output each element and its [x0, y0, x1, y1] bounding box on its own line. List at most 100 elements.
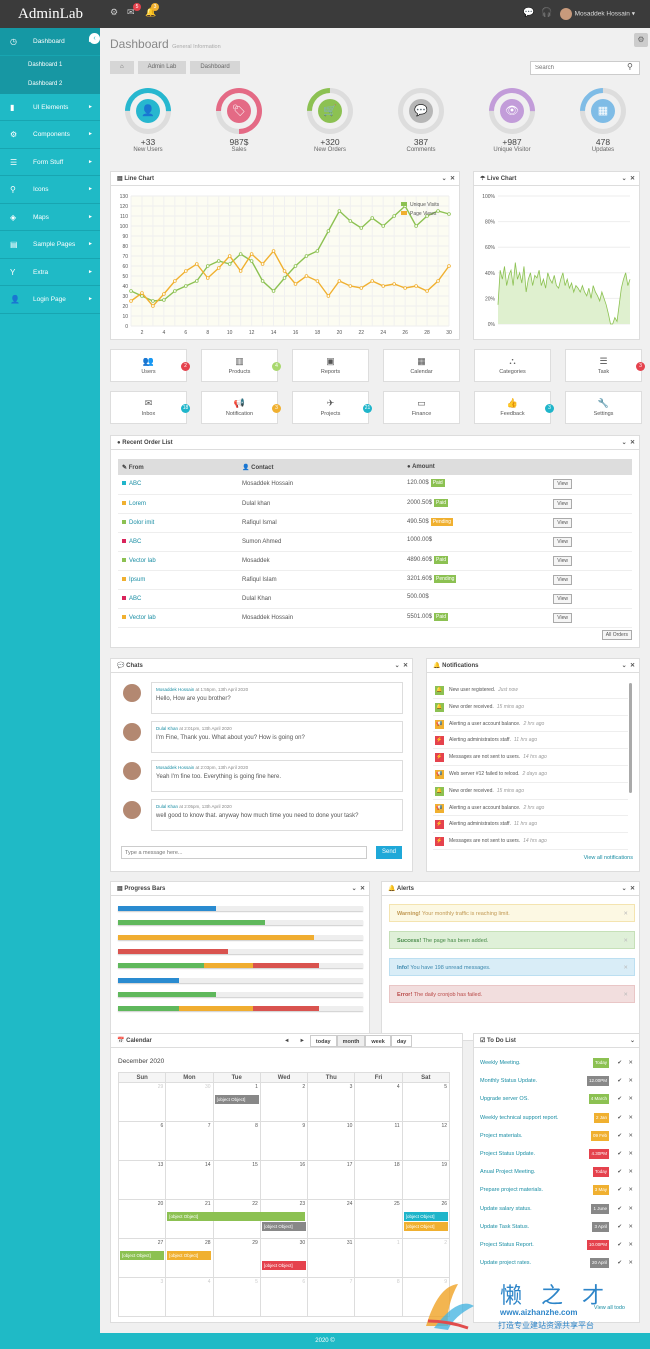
- logo[interactable]: AdminLab: [18, 6, 83, 22]
- calendar-day[interactable]: 28 [object Object]: [165, 1238, 214, 1278]
- calendar-day[interactable]: 16: [259, 1160, 309, 1200]
- stat-comments[interactable]: 💬 387 Comments: [388, 78, 454, 153]
- week-view-button[interactable]: week: [365, 1035, 391, 1047]
- from-link[interactable]: Dolor imit: [129, 519, 155, 526]
- calendar-day[interactable]: 30 [object Object]: [259, 1238, 309, 1278]
- check-icon[interactable]: ✔: [617, 1241, 622, 1248]
- tile-calendar[interactable]: ▦ Calendar: [383, 349, 460, 382]
- sidebar-item-extra[interactable]: Y Extra ►: [0, 258, 100, 286]
- from-link[interactable]: ABC: [129, 595, 142, 602]
- close-icon[interactable]: ✕: [623, 992, 628, 998]
- calendar-day[interactable]: 26 [object Object] [object Object]: [401, 1199, 451, 1239]
- headphones-icon[interactable]: 🎧: [541, 7, 553, 17]
- todo-item[interactable]: Update Task Status. 3 April ✔ ✕: [474, 1218, 639, 1236]
- panel-controls[interactable]: ⌄ ✕: [621, 440, 635, 446]
- close-icon[interactable]: ✕: [628, 1169, 633, 1176]
- todo-item[interactable]: Weekly technical support report. 2 Jan ✔ ✕: [474, 1109, 639, 1127]
- chat-author[interactable]: Mosaddek Hossain: [156, 765, 195, 770]
- sidebar-subitem[interactable]: Dashboard 2: [0, 74, 100, 94]
- calendar-day[interactable]: 6: [117, 1121, 167, 1161]
- todo-item[interactable]: Monthly Status Update. 12.00PM ✔ ✕: [474, 1072, 639, 1090]
- sidebar-collapse-icon[interactable]: ‹: [89, 33, 100, 44]
- stat-unique-visitor[interactable]: 👁 +987 Unique Visitor: [479, 78, 545, 153]
- breadcrumb-item[interactable]: Dashboard: [190, 61, 240, 74]
- sidebar-item-dashboard[interactable]: ◷Dashboard►: [0, 28, 100, 56]
- sidebar-item-icons[interactable]: ⚲ Icons ►: [0, 176, 100, 204]
- check-icon[interactable]: ✔: [617, 1150, 622, 1157]
- calendar-day[interactable]: 13: [117, 1160, 167, 1200]
- close-icon[interactable]: ✕: [628, 1260, 633, 1267]
- from-link[interactable]: ABC: [129, 538, 142, 545]
- panel-controls[interactable]: ⌄ ✕: [621, 176, 635, 182]
- calendar-day[interactable]: 14: [165, 1160, 214, 1200]
- tile-task[interactable]: ☰ Task 3: [565, 349, 645, 382]
- comments-icon[interactable]: 💬: [523, 7, 535, 17]
- calendar-event[interactable]: [object Object]: [261, 1261, 306, 1270]
- chat-author[interactable]: Dulal Khan: [156, 804, 179, 809]
- tile-settings[interactable]: 🔧 Settings: [565, 391, 642, 424]
- sidebar-subitem[interactable]: Dashboard 1: [0, 55, 100, 75]
- close-icon[interactable]: ✕: [628, 1205, 633, 1212]
- calendar-day[interactable]: 6: [259, 1277, 309, 1317]
- calendar-day[interactable]: 11: [354, 1121, 403, 1161]
- view-button[interactable]: View: [553, 574, 572, 585]
- from-link[interactable]: ABC: [129, 481, 142, 488]
- calendar-day[interactable]: 5: [212, 1277, 261, 1317]
- calendar-day[interactable]: 8: [354, 1277, 403, 1317]
- calendar-day[interactable]: 3: [307, 1082, 356, 1122]
- view-button[interactable]: View: [553, 498, 572, 509]
- calendar-day[interactable]: 7: [307, 1277, 356, 1317]
- calendar-day[interactable]: 1 [object Object]: [212, 1082, 261, 1122]
- close-icon[interactable]: ✕: [628, 1241, 633, 1248]
- calendar-day[interactable]: 17: [307, 1160, 356, 1200]
- check-icon[interactable]: ✔: [617, 1260, 622, 1267]
- chat-author[interactable]: Dulal Khan: [156, 726, 179, 731]
- check-icon[interactable]: ✔: [617, 1205, 622, 1212]
- view-button[interactable]: View: [553, 593, 572, 604]
- close-icon[interactable]: ✕: [628, 1132, 633, 1139]
- calendar-day[interactable]: 23 [object Object]: [259, 1199, 309, 1239]
- notification-item[interactable]: ⚡ Alerting administrators staff. 11 hrs ag…: [433, 816, 628, 834]
- tile-finance[interactable]: ▭ Finance: [383, 391, 460, 424]
- todo-item[interactable]: Weekly Meeting. Today ✔ ✕: [474, 1054, 639, 1072]
- calendar-day[interactable]: 21 [object Object]: [165, 1199, 306, 1239]
- scrollbar[interactable]: [629, 683, 632, 793]
- calendar-event[interactable]: [object Object]: [403, 1222, 448, 1231]
- close-icon[interactable]: ✕: [628, 1096, 633, 1103]
- check-icon[interactable]: ✔: [617, 1223, 622, 1230]
- day-view-button[interactable]: day: [390, 1035, 413, 1047]
- from-link[interactable]: Vector lab: [129, 557, 156, 564]
- calendar-day[interactable]: 27 [object Object]: [117, 1238, 167, 1278]
- calendar-day[interactable]: 25: [354, 1199, 403, 1239]
- close-icon[interactable]: ✕: [623, 965, 628, 971]
- bell-icon[interactable]: 🔔: [145, 7, 157, 17]
- sidebar-item-components[interactable]: ⚙ Components ►: [0, 121, 100, 149]
- check-icon[interactable]: ✔: [617, 1169, 622, 1176]
- gear-icon[interactable]: ⚙: [110, 7, 119, 17]
- todo-item[interactable]: Anual Project Meeting. Today ✔ ✕: [474, 1163, 639, 1181]
- calendar-day[interactable]: 12: [401, 1121, 451, 1161]
- calendar-day[interactable]: 4: [165, 1277, 214, 1317]
- calendar-day[interactable]: 29: [117, 1082, 167, 1122]
- calendar-day[interactable]: 3: [117, 1277, 167, 1317]
- close-icon[interactable]: ✕: [628, 1078, 633, 1085]
- calendar-day[interactable]: 5: [401, 1082, 451, 1122]
- tile-categories[interactable]: ⛬ Categories: [474, 349, 551, 382]
- todo-item[interactable]: Update salary status. 1 June ✔ ✕: [474, 1200, 639, 1218]
- todo-item[interactable]: Prepare project materials. 3 May ✔ ✕: [474, 1181, 639, 1199]
- notification-item[interactable]: ⚡ Messages are not sent to users. 14 hrs a…: [433, 749, 628, 766]
- check-icon[interactable]: ✔: [617, 1096, 622, 1103]
- user-menu[interactable]: Mosaddek Hossain ▾: [559, 8, 635, 20]
- calendar-event[interactable]: [object Object]: [120, 1251, 164, 1260]
- tile-users[interactable]: 👥 Users 2: [110, 349, 190, 382]
- panel-controls[interactable]: ⌄ ✕: [394, 663, 408, 669]
- calendar-day[interactable]: 4: [354, 1082, 403, 1122]
- next-month-button[interactable]: ►: [299, 1038, 305, 1044]
- notification-item[interactable]: 🔔 New user registered. Just now: [433, 682, 628, 699]
- tile-projects[interactable]: ✈ Projects 21: [292, 391, 372, 424]
- message-input[interactable]: [121, 846, 367, 859]
- calendar-day[interactable]: 2: [401, 1238, 451, 1278]
- check-icon[interactable]: ✔: [617, 1132, 622, 1139]
- tile-inbox[interactable]: ✉ Inbox 18: [110, 391, 190, 424]
- calendar-day[interactable]: 19: [401, 1160, 451, 1200]
